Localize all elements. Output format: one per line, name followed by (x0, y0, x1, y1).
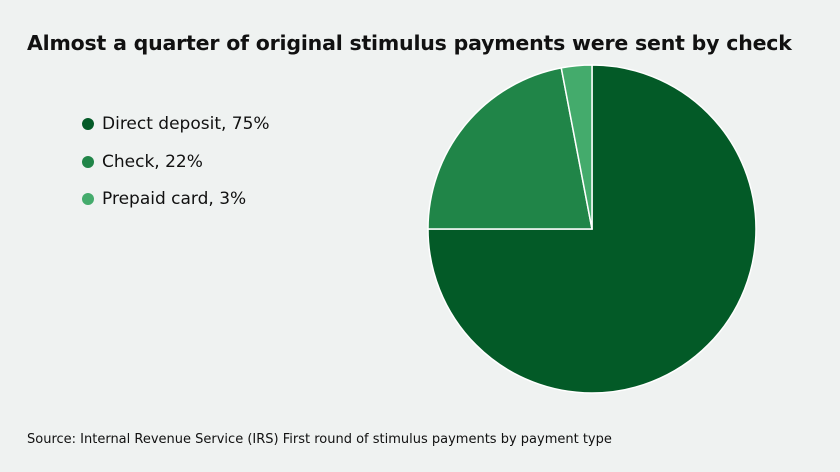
legend-swatch-prepaid-card (82, 193, 94, 205)
pie-slice-prepaid-card (560, 64, 593, 230)
chart-title: Almost a quarter of original stimulus pa… (27, 31, 792, 55)
legend-item-prepaid-card: Prepaid card, 3% (82, 187, 270, 211)
pie-slice-direct-deposit (427, 64, 757, 394)
legend-label-direct-deposit: Direct deposit, 75% (102, 114, 270, 134)
legend-item-check: Check, 22% (82, 150, 270, 174)
chart-legend: Direct deposit, 75% Check, 22% Prepaid c… (82, 112, 270, 225)
legend-swatch-direct-deposit (82, 118, 94, 130)
chart-source-note: Source: Internal Revenue Service (IRS) F… (27, 432, 612, 447)
legend-swatch-check (82, 155, 94, 168)
legend-label-check: Check, 22% (102, 151, 203, 172)
legend-label-prepaid-card: Prepaid card, 3% (102, 189, 247, 209)
legend-item-direct-deposit: Direct deposit, 75% (82, 112, 270, 136)
pie-slice-check (427, 67, 593, 230)
